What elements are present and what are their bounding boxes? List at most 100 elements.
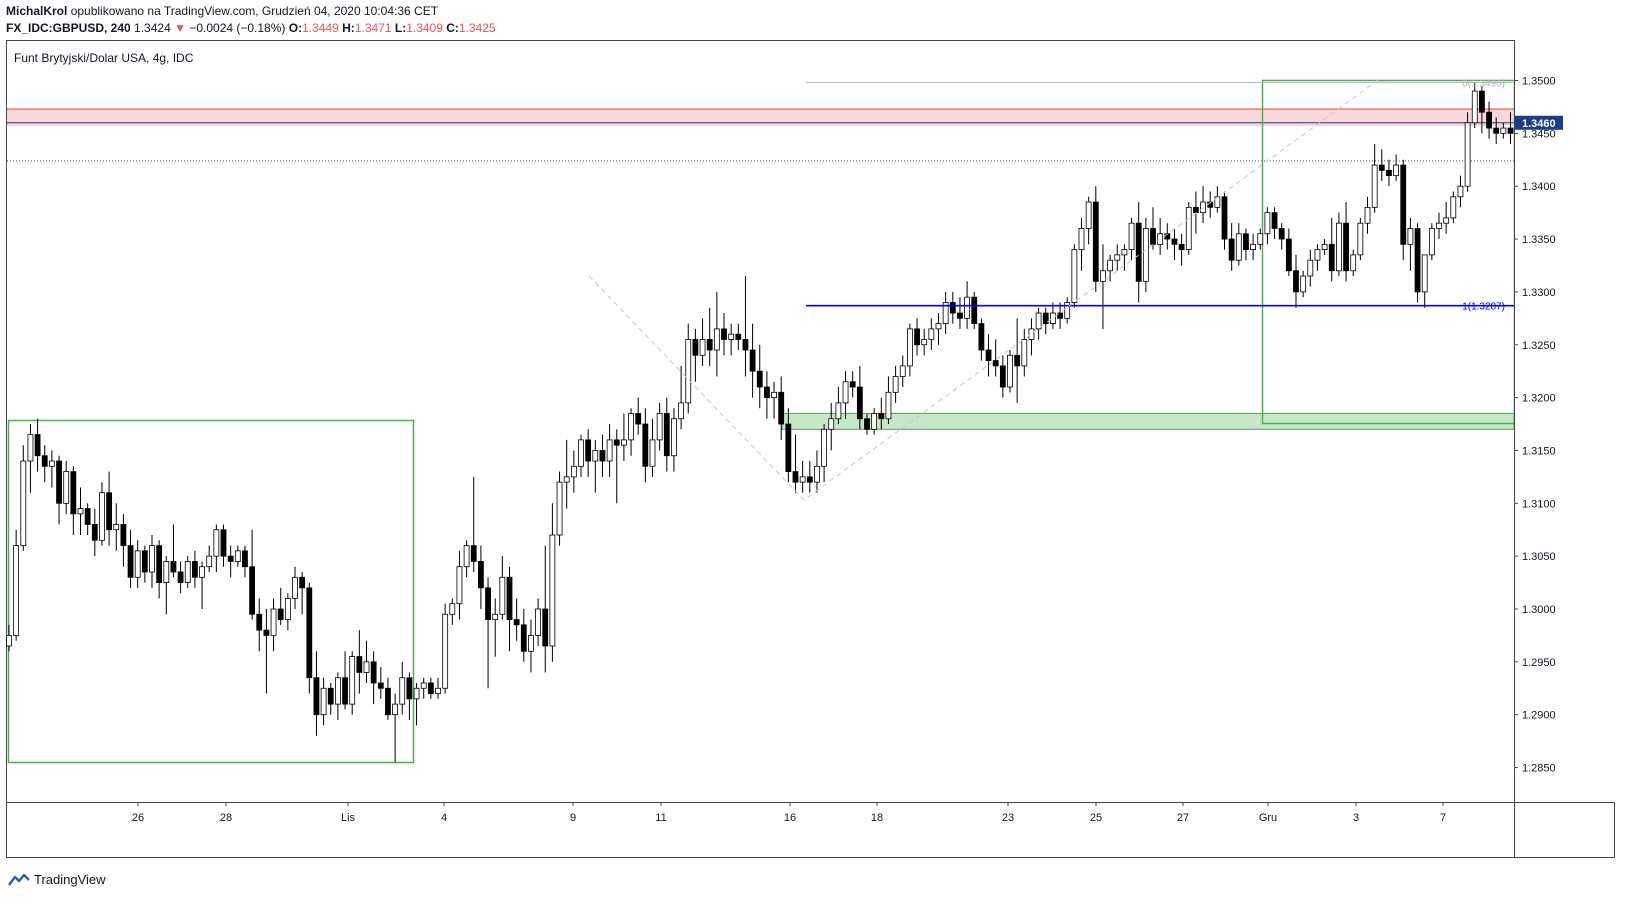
- candle-body: [392, 703, 399, 716]
- candle-body: [585, 439, 592, 462]
- symbol-label: FX_IDC:GBPUSD, 240: [6, 21, 131, 35]
- candle-body: [1371, 164, 1378, 208]
- candle-body: [978, 323, 985, 351]
- candle-body: [899, 365, 906, 377]
- candle-body: [1407, 228, 1414, 245]
- chart-frame: 0(1.3498) 1(1.3287) 1.2850 1.2900 1.2950 1.3…: [6, 40, 1615, 858]
- candle-body: [928, 328, 935, 340]
- price-chart[interactable]: 0(1.3498) 1(1.3287) 1.2850 1.2900 1.2950 1.3…: [6, 40, 1615, 858]
- candle-body: [864, 418, 870, 430]
- x-tick-label: 25: [1090, 812, 1102, 824]
- candle-body: [1257, 233, 1264, 245]
- candle-body: [27, 434, 34, 462]
- candle-body: [642, 423, 649, 467]
- candle-body: [1200, 201, 1206, 214]
- candle-body: [349, 656, 356, 705]
- candle-body: [935, 323, 942, 330]
- candle-body: [270, 608, 277, 636]
- range-box-left[interactable]: [7, 419, 415, 764]
- candle-body: [1142, 228, 1149, 282]
- author-name[interactable]: MichalKrol: [6, 4, 68, 18]
- candle-body: [1171, 238, 1178, 245]
- candle-body: [385, 687, 391, 716]
- candle-body: [1486, 111, 1492, 129]
- candle-body: [1042, 312, 1049, 325]
- candle-body: [656, 413, 663, 441]
- candle-body: [964, 296, 970, 319]
- candle-body: [1343, 222, 1349, 272]
- candle-body: [227, 555, 234, 562]
- y-tick-label: 1.3050: [1522, 551, 1556, 563]
- candle-body: [985, 349, 992, 362]
- candle-body: [1243, 233, 1249, 251]
- candle-body: [1185, 206, 1192, 251]
- candle-body: [1436, 222, 1442, 229]
- candle-body: [520, 624, 527, 652]
- high-value: 1.3471: [354, 21, 392, 35]
- candle-body: [849, 381, 856, 388]
- candle-body: [942, 302, 949, 325]
- candle-body: [199, 566, 205, 578]
- candle-body: [699, 339, 706, 356]
- candle-body: [1414, 228, 1421, 293]
- candle-body: [1278, 228, 1285, 240]
- candle-body: [420, 682, 427, 689]
- y-tick-label: 1.3200: [1522, 393, 1556, 405]
- candle-body: [1464, 122, 1471, 187]
- candle-body: [892, 376, 899, 393]
- candle-body: [1479, 90, 1485, 113]
- candle-body: [856, 386, 863, 420]
- zigzag-trendline[interactable]: [588, 79, 1379, 501]
- candle-body: [156, 545, 163, 583]
- candle-body: [1064, 302, 1071, 319]
- candle-body: [606, 439, 613, 462]
- candle-body: [821, 428, 827, 467]
- ohlc-legend: FX_IDC:GBPUSD, 240 1.3424 ▼ −0.0024 (−0.…: [6, 21, 496, 35]
- candle-body: [1092, 201, 1099, 282]
- candle-body: [728, 333, 735, 340]
- candle-body: [1507, 127, 1514, 134]
- candle-body: [1293, 270, 1299, 293]
- tradingview-logo-icon: [8, 873, 30, 886]
- candle-body: [735, 333, 742, 340]
- candle-body: [792, 471, 799, 483]
- candle-body: [771, 391, 777, 399]
- y-tick-label: 1.2900: [1522, 710, 1556, 722]
- candle-body: [320, 687, 327, 716]
- candle-body: [1014, 354, 1021, 367]
- candle-body: [242, 550, 248, 568]
- y-tick-label: 1.3150: [1522, 445, 1556, 457]
- candle-body: [778, 391, 785, 425]
- y-tick-label: 1.3350: [1522, 234, 1556, 246]
- candle-body: [706, 339, 713, 351]
- candle-body: [1114, 254, 1121, 261]
- candle-body: [377, 682, 384, 689]
- candle-body: [1128, 222, 1135, 251]
- candle-body: [613, 439, 620, 446]
- footer-brand[interactable]: TradingView: [8, 872, 106, 887]
- candle-body: [871, 413, 878, 430]
- candle-body: [91, 524, 98, 541]
- current-price-badge: [1515, 115, 1563, 130]
- candle-body: [756, 370, 763, 388]
- candle-body: [814, 465, 820, 483]
- candle-body: [1071, 249, 1078, 303]
- candle-body: [1314, 249, 1321, 261]
- candle-body: [284, 598, 291, 620]
- candle-body: [134, 550, 141, 578]
- candle-body: [170, 561, 177, 573]
- candle-body: [549, 534, 556, 647]
- down-arrow-icon: ▼: [174, 21, 186, 35]
- candle-body: [263, 629, 270, 636]
- candle-body: [1228, 238, 1235, 261]
- candle-body: [449, 603, 456, 615]
- candle-body: [914, 328, 920, 346]
- candle-body: [528, 635, 534, 652]
- resistance-zone: [7, 109, 1514, 126]
- range-box-right[interactable]: [1261, 79, 1516, 425]
- last-price: 1.3424: [134, 21, 171, 35]
- candle-body: [806, 476, 813, 483]
- demand-zone[interactable]: [781, 412, 1515, 430]
- candle-body: [49, 460, 55, 467]
- candle-body: [427, 682, 434, 694]
